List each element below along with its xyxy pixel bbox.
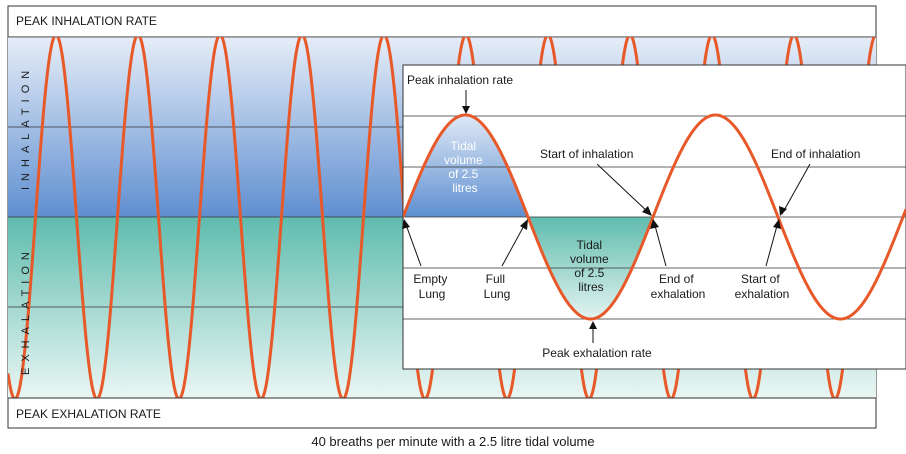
end-of-inhalation-arrow xyxy=(781,163,811,215)
tidal-inhalation-label: Tidal volume of 2.5 litres xyxy=(444,139,486,195)
peak-inhalation-band xyxy=(7,5,877,38)
peak-inhalation-band-label: PEAK INHALATION RATE xyxy=(16,14,157,28)
tidal-exhalation-label: Tidal volume of 2.5 litres xyxy=(570,238,612,294)
arrowhead xyxy=(589,321,597,329)
start-of-inhalation-arrow xyxy=(596,163,651,215)
diagram-caption: 40 breaths per minute with a 2.5 litre t… xyxy=(311,434,594,449)
arrowhead xyxy=(650,219,659,229)
arrowhead xyxy=(773,219,781,229)
tidal-inhalation-fill xyxy=(403,115,528,217)
arrowhead xyxy=(462,106,470,114)
start-of-exhalation-label: Start of exhalation xyxy=(735,272,790,301)
peak-inhalation-label: Peak inhalation rate xyxy=(407,73,513,87)
end-of-exhalation-label: End of exhalation xyxy=(651,272,706,301)
inhalation-side-label: INHALATION xyxy=(20,65,32,190)
exhalation-side-label: EXHALATION xyxy=(20,246,32,375)
arrowhead xyxy=(779,206,787,216)
peak-exhalation-band-label: PEAK EXHALATION RATE xyxy=(16,407,161,421)
breathing-wave-inset xyxy=(403,113,906,321)
arrowhead xyxy=(402,219,410,229)
peak-exhalation-band xyxy=(7,397,877,429)
peak-exhalation-label: Peak exhalation rate xyxy=(542,346,652,360)
start-of-inhalation-label: Start of inhalation xyxy=(540,147,633,161)
end-of-inhalation-label: End of inhalation xyxy=(771,147,860,161)
inset-panel: Tidal volume of 2.5 litres Tidal volume … xyxy=(402,64,906,370)
arrowhead xyxy=(520,219,528,230)
end-of-exhalation-arrow xyxy=(653,221,667,267)
full-lung-arrow xyxy=(501,221,527,267)
empty-lung-label: Empty Lung xyxy=(413,272,450,301)
full-lung-label: Full Lung xyxy=(484,272,511,301)
empty-lung-arrow xyxy=(404,221,422,267)
arrowhead xyxy=(642,206,652,216)
start-of-exhalation-arrow xyxy=(765,221,779,267)
